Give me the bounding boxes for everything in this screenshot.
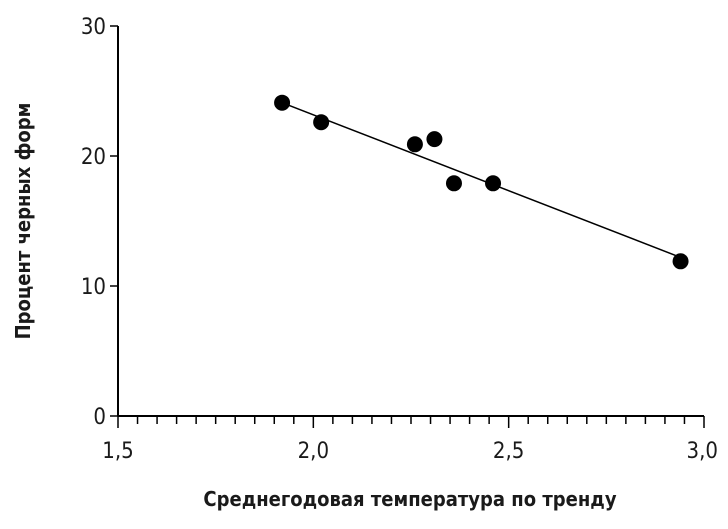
data-point	[485, 175, 502, 192]
x-tick-label: 1,5	[102, 439, 133, 464]
x-tick-label: 2,0	[298, 439, 329, 464]
y-tick-label: 10	[81, 275, 106, 300]
y-tick-label: 0	[93, 405, 106, 430]
data-point	[313, 114, 330, 131]
axes	[117, 26, 704, 417]
data-point	[426, 131, 443, 148]
data-series	[274, 94, 689, 270]
data-point	[274, 94, 291, 111]
y-ticks: 0 10 20 30	[81, 15, 118, 430]
y-tick-label: 20	[81, 145, 106, 170]
y-tick-label: 30	[81, 15, 106, 40]
x-tick-label: 2,5	[493, 439, 524, 464]
x-tick-label: 3,0	[687, 439, 718, 464]
x-axis-title: Среднегодовая температура по тренду	[203, 487, 616, 511]
data-point	[672, 253, 689, 270]
x-ticks: 1,5 2,0 2,5 3,0	[102, 416, 718, 464]
trend-line	[281, 102, 681, 259]
data-point	[406, 136, 423, 153]
y-axis-title: Процент черных форм	[11, 103, 35, 340]
data-point	[445, 175, 462, 192]
